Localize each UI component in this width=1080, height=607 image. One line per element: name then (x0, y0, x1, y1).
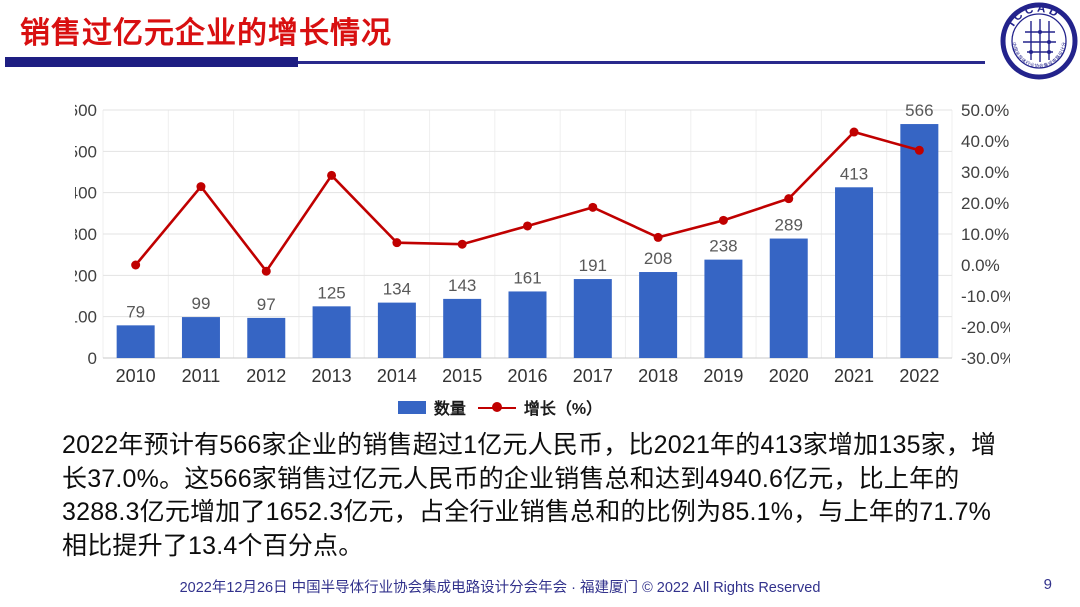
body-line: 相比提升了13.4个百分点。 (62, 531, 364, 560)
x-axis-tick: 2013 (312, 366, 352, 386)
line-point (196, 182, 206, 192)
bar (116, 325, 155, 358)
bar (639, 272, 678, 358)
bar-data-label: 191 (579, 256, 607, 275)
bar-data-label: 125 (317, 283, 345, 302)
title-underline-thin (5, 61, 985, 64)
bar (312, 306, 351, 358)
legend-label-quantity: 数量 (433, 401, 466, 418)
line-point (588, 202, 598, 212)
x-axis-tick: 2022 (899, 366, 939, 386)
bar (573, 279, 612, 358)
bar-data-label: 566 (905, 101, 933, 120)
right-axis-tick: -20.0% (961, 318, 1010, 337)
left-axis-tick: 300 (75, 225, 97, 244)
line-point (653, 232, 663, 242)
right-axis-tick: 0.0% (961, 256, 1000, 275)
x-axis-tick: 2012 (246, 366, 286, 386)
line-point (784, 194, 794, 204)
bar (247, 317, 286, 358)
x-axis-tick: 2015 (442, 366, 482, 386)
page-number: 9 (1043, 576, 1052, 593)
bar-data-label: 99 (192, 294, 211, 313)
body-line: 长37.0%。这566家销售过亿元人民币的企业销售总和达到4940.6亿元，比上… (62, 464, 960, 493)
x-axis-tick: 2021 (834, 366, 874, 386)
bar-data-label: 289 (775, 216, 803, 235)
x-axis-tick: 2016 (507, 366, 547, 386)
bar-data-label: 413 (840, 164, 868, 183)
line-point (718, 215, 728, 225)
body-paragraph: 2022年预计有566家企业的销售超过1亿元人民币，比2021年的413家增加1… (62, 429, 1037, 563)
line-point (131, 260, 141, 270)
bar-data-label: 161 (513, 268, 541, 287)
bar-data-label: 97 (257, 295, 276, 314)
bar-data-label: 238 (709, 237, 737, 256)
body-line: 3288.3亿元增加了1652.3亿元，占全行业销售总和的比例为85.1%，与上… (62, 498, 992, 527)
legend-item-growth: 增长（%） (477, 395, 603, 419)
x-axis-tick: 2020 (769, 366, 809, 386)
x-axis-tick: 2010 (116, 366, 156, 386)
bar (835, 187, 874, 358)
chart-legend: 数量 增长（%） (75, 395, 925, 419)
line-point (457, 239, 467, 249)
legend-item-quantity: 数量 (397, 395, 466, 419)
x-axis-tick: 2014 (377, 366, 417, 386)
line-point (523, 221, 532, 231)
right-axis-tick: -30.0% (961, 349, 1010, 368)
x-axis-tick: 2019 (703, 366, 743, 386)
x-axis-tick: 2017 (573, 366, 613, 386)
growth-chart: 600 500 400 300 200 100 0 50.0% 40.0% 30.0% 20.0% 1… (69, 95, 1015, 425)
bar (377, 302, 416, 358)
right-axis-tick: 40.0% (961, 132, 1009, 151)
line-point (849, 127, 859, 137)
x-axis-tick: 2018 (638, 366, 678, 386)
line-point (327, 170, 337, 180)
bar-data-label: 134 (383, 280, 411, 299)
right-axis-tick: 20.0% (961, 194, 1009, 213)
bar-data-label: 208 (644, 249, 672, 268)
left-axis-tick: 200 (75, 266, 97, 285)
slide-footer: 2022年12月26日 中国半导体行业协会集成电路设计分会年会 · 福建厦门 ©… (179, 580, 821, 596)
left-axis-tick: 500 (75, 142, 97, 161)
left-axis-tick: 0 (88, 349, 97, 368)
line-marker-icon (477, 401, 516, 414)
right-axis-tick: 10.0% (961, 225, 1009, 244)
bar (769, 238, 808, 358)
x-axis-tick: 2011 (182, 366, 221, 386)
body-line: 2022年预计有566家企业的销售超过1亿元人民币，比2021年的413家增加1… (62, 431, 997, 459)
bar (443, 298, 482, 358)
legend-label-growth: 增长（%） (523, 401, 603, 418)
line-point (261, 266, 271, 276)
iccad-logo: ICCAD 中国半导体行业协会集成电路设计分会 (1000, 2, 1078, 80)
bar-swatch-icon (397, 400, 426, 414)
right-axis-tick: -10.0% (961, 287, 1010, 306)
left-axis-tick: 400 (75, 184, 97, 203)
right-axis-tick: 30.0% (961, 163, 1009, 182)
line-point (392, 238, 402, 248)
bar-data-label: 143 (448, 276, 476, 295)
chart-canvas: 600 500 400 300 200 100 0 50.0% 40.0% 30.0% 20.0% 1… (69, 101, 1015, 386)
page-title: 销售过亿元企业的增长情况 (20, 17, 392, 50)
left-axis-tick: 100 (75, 308, 97, 327)
bar (704, 259, 743, 358)
bar-data-label: 79 (126, 302, 145, 321)
bar (900, 124, 939, 358)
title-underline-thick (5, 57, 298, 67)
left-axis-tick: 600 (75, 101, 97, 120)
bar (508, 291, 547, 358)
bar (181, 317, 220, 358)
right-axis-tick: 50.0% (961, 101, 1009, 120)
line-point (914, 145, 924, 155)
